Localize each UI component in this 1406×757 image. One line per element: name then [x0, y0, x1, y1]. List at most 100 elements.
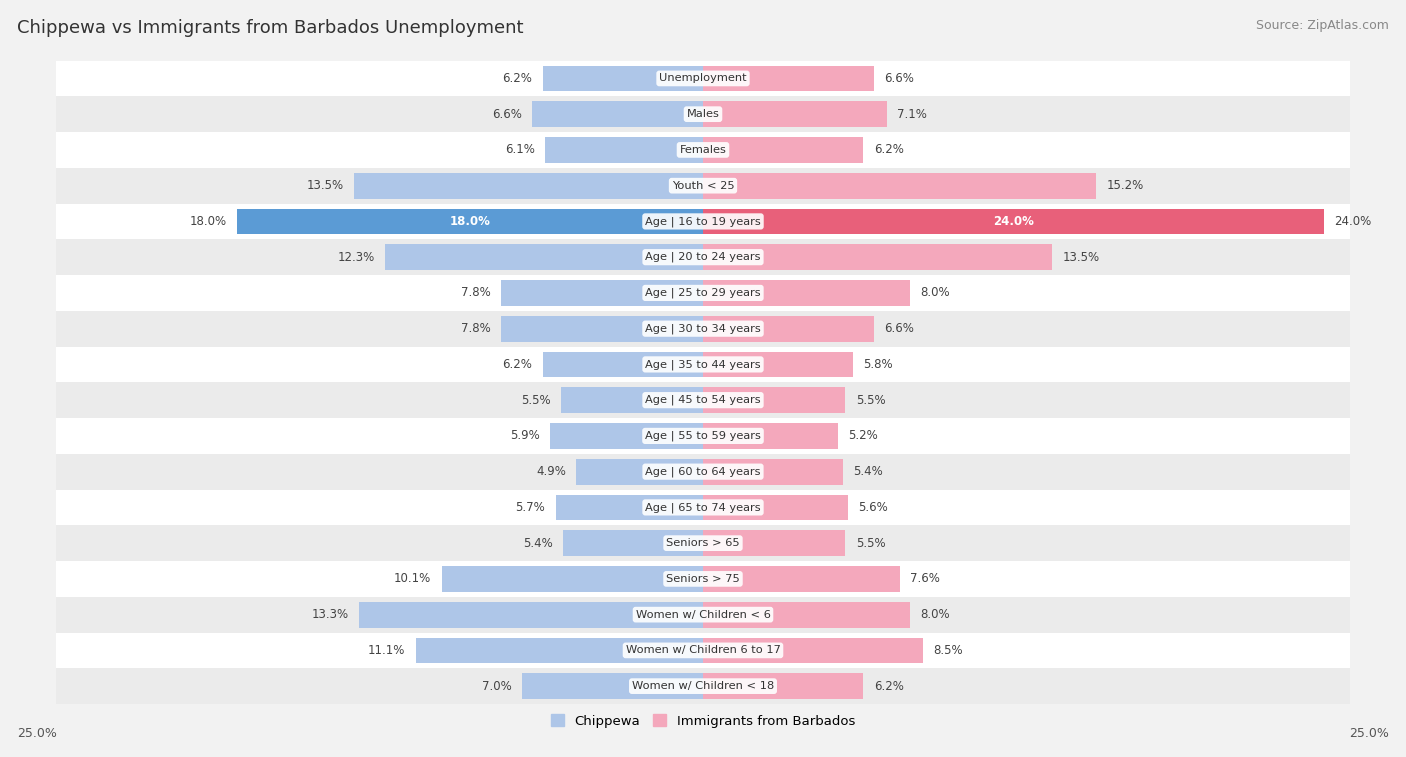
Bar	[561, 388, 703, 413]
Bar	[576, 459, 703, 484]
Bar	[359, 602, 703, 628]
Text: Age | 35 to 44 years: Age | 35 to 44 years	[645, 359, 761, 369]
Bar	[501, 280, 703, 306]
Text: Age | 45 to 54 years: Age | 45 to 54 years	[645, 395, 761, 406]
Bar	[56, 382, 1350, 418]
Bar	[56, 561, 1350, 597]
Text: 6.6%: 6.6%	[492, 107, 522, 120]
Bar	[56, 597, 1350, 633]
Text: Age | 65 to 74 years: Age | 65 to 74 years	[645, 502, 761, 512]
Bar	[238, 208, 703, 235]
Text: 8.0%: 8.0%	[921, 286, 950, 300]
Text: Age | 25 to 29 years: Age | 25 to 29 years	[645, 288, 761, 298]
Bar	[56, 132, 1350, 168]
Bar	[703, 423, 838, 449]
Bar	[543, 351, 703, 377]
Bar	[56, 453, 1350, 490]
Text: Age | 30 to 34 years: Age | 30 to 34 years	[645, 323, 761, 334]
Bar	[56, 633, 1350, 668]
Bar	[56, 418, 1350, 453]
Text: Age | 16 to 19 years: Age | 16 to 19 years	[645, 217, 761, 226]
Bar	[56, 525, 1350, 561]
Text: Age | 55 to 59 years: Age | 55 to 59 years	[645, 431, 761, 441]
Bar	[56, 347, 1350, 382]
Text: 24.0%: 24.0%	[1334, 215, 1371, 228]
Text: 8.0%: 8.0%	[921, 608, 950, 621]
Text: 8.5%: 8.5%	[934, 644, 963, 657]
Text: 12.3%: 12.3%	[337, 251, 374, 263]
Text: 18.0%: 18.0%	[450, 215, 491, 228]
Bar	[56, 61, 1350, 96]
Text: 7.0%: 7.0%	[482, 680, 512, 693]
Text: 7.6%: 7.6%	[910, 572, 939, 585]
Text: 6.2%: 6.2%	[873, 143, 904, 157]
Text: 6.2%: 6.2%	[502, 72, 533, 85]
Bar	[703, 351, 853, 377]
Text: Source: ZipAtlas.com: Source: ZipAtlas.com	[1256, 19, 1389, 32]
Text: Age | 60 to 64 years: Age | 60 to 64 years	[645, 466, 761, 477]
Bar	[56, 239, 1350, 275]
Bar	[56, 204, 1350, 239]
Text: 5.4%: 5.4%	[853, 465, 883, 478]
Text: Chippewa vs Immigrants from Barbados Unemployment: Chippewa vs Immigrants from Barbados Une…	[17, 19, 523, 37]
Text: 6.2%: 6.2%	[502, 358, 533, 371]
Text: Seniors > 65: Seniors > 65	[666, 538, 740, 548]
Bar	[703, 316, 873, 341]
Bar	[56, 311, 1350, 347]
Text: 6.6%: 6.6%	[884, 72, 914, 85]
Bar	[703, 566, 900, 592]
Bar	[543, 66, 703, 92]
Bar	[354, 173, 703, 198]
Text: 4.9%: 4.9%	[536, 465, 565, 478]
Text: 7.8%: 7.8%	[461, 322, 491, 335]
Bar	[550, 423, 703, 449]
Text: 13.5%: 13.5%	[307, 179, 343, 192]
Bar	[703, 208, 1324, 235]
Text: Males: Males	[686, 109, 720, 119]
Text: 7.8%: 7.8%	[461, 286, 491, 300]
Bar	[522, 673, 703, 699]
Text: 13.5%: 13.5%	[1063, 251, 1099, 263]
Text: Youth < 25: Youth < 25	[672, 181, 734, 191]
Bar	[703, 602, 910, 628]
Bar	[56, 168, 1350, 204]
Bar	[533, 101, 703, 127]
Bar	[703, 280, 910, 306]
Text: Age | 20 to 24 years: Age | 20 to 24 years	[645, 252, 761, 263]
Text: 5.4%: 5.4%	[523, 537, 553, 550]
Bar	[441, 566, 703, 592]
Text: 7.1%: 7.1%	[897, 107, 927, 120]
Bar	[703, 637, 922, 663]
Bar	[56, 275, 1350, 311]
Bar	[385, 245, 703, 270]
Text: 5.9%: 5.9%	[510, 429, 540, 442]
Bar	[546, 137, 703, 163]
Bar	[703, 673, 863, 699]
Text: 11.1%: 11.1%	[368, 644, 405, 657]
Bar	[564, 531, 703, 556]
Bar	[555, 494, 703, 520]
Bar	[501, 316, 703, 341]
Bar	[703, 494, 848, 520]
Text: 5.8%: 5.8%	[863, 358, 893, 371]
Bar	[56, 668, 1350, 704]
Text: 13.3%: 13.3%	[312, 608, 349, 621]
Text: 5.5%: 5.5%	[856, 394, 886, 407]
Text: 5.5%: 5.5%	[520, 394, 550, 407]
Text: Women w/ Children < 6: Women w/ Children < 6	[636, 609, 770, 620]
Bar	[416, 637, 703, 663]
Text: 5.2%: 5.2%	[848, 429, 877, 442]
Text: Women w/ Children 6 to 17: Women w/ Children 6 to 17	[626, 646, 780, 656]
Legend: Chippewa, Immigrants from Barbados: Chippewa, Immigrants from Barbados	[546, 709, 860, 733]
Text: 25.0%: 25.0%	[1350, 727, 1389, 740]
Text: 5.5%: 5.5%	[856, 537, 886, 550]
Bar	[703, 388, 845, 413]
Bar	[703, 459, 842, 484]
Bar	[703, 173, 1097, 198]
Text: 24.0%: 24.0%	[993, 215, 1033, 228]
Bar	[56, 490, 1350, 525]
Text: 6.6%: 6.6%	[884, 322, 914, 335]
Text: 18.0%: 18.0%	[190, 215, 226, 228]
Text: 25.0%: 25.0%	[17, 727, 56, 740]
Bar	[703, 137, 863, 163]
